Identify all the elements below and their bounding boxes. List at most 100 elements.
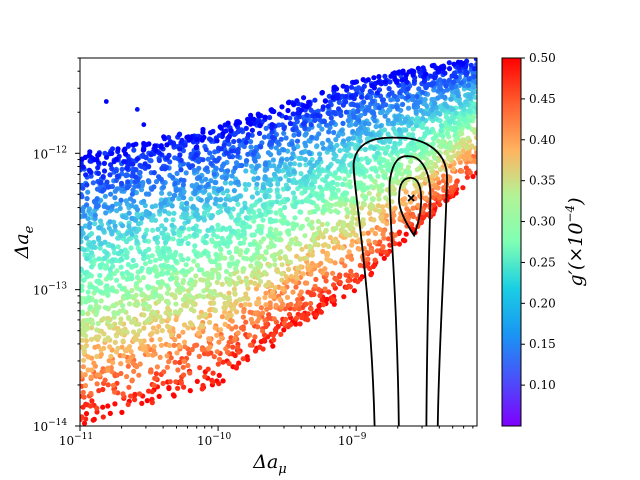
scatter-point [96,256,102,262]
scatter-point [224,188,230,194]
scatter-point [149,204,155,210]
scatter-point [120,303,126,309]
scatter-point [241,255,247,261]
scatter-point [467,118,473,124]
scatter-point [302,188,308,195]
scatter-point [331,109,337,116]
scatter-point [456,156,462,162]
scatter-point [312,208,318,215]
scatter-point [187,388,193,394]
scatter-point [336,106,342,112]
scatter-point [287,259,294,265]
scatter-point [84,202,90,208]
scatter-point [193,273,199,279]
scatter-point [392,190,398,197]
scatter-point [214,279,220,285]
scatter-point [174,350,180,356]
scatter-point [204,280,210,286]
scatter-point [146,210,153,217]
scatter-point [269,201,275,207]
scatter-point [252,266,258,272]
scatter-point [293,284,299,290]
scatter-point [94,327,100,333]
scatter-point [86,295,92,301]
scatter-point [331,156,337,162]
scatter-point [308,193,314,199]
scatter-point [121,353,127,359]
scatter-point [397,90,403,96]
scatter-point [369,196,375,202]
scatter-point [83,235,90,241]
scatter-point [194,137,200,143]
scatter-point [229,256,235,262]
scatter-point [117,283,123,289]
scatter-point [190,225,197,232]
scatter-point [461,154,467,160]
scatter-point [403,127,409,133]
scatter-point [243,168,249,174]
scatter-point [209,225,215,231]
scatter-point [129,276,135,282]
scatter-point [314,159,320,165]
scatter-point [297,162,303,168]
scatter-point [312,283,318,289]
scatter-point [80,239,84,245]
scatter-point [216,262,222,268]
scatter-point [102,377,108,383]
scatter-point [136,391,143,397]
scatter-point [107,219,113,225]
scatter-point [89,284,95,290]
scatter-point [135,301,141,307]
scatter-point [222,202,228,208]
scatter-point [217,208,224,214]
scatter-point [376,208,382,214]
scatter-point [220,190,226,196]
scatter-point [281,130,287,136]
scatter-point [89,398,95,404]
scatter-point [166,316,172,322]
scatter-point [105,335,111,341]
scatter-point [275,181,281,187]
scatter-point [394,179,400,185]
scatter-point [413,123,420,129]
scatter-point [141,312,147,318]
scatter-point [257,197,263,203]
scatter-point [391,212,397,218]
scatter-point [374,248,380,254]
scatter-point [247,224,253,230]
scatter-point [181,322,188,328]
scatter-point [156,157,162,164]
scatter-point [352,198,358,204]
scatter-point [270,253,276,259]
scatter-point [377,226,383,232]
scatter-point [232,335,238,342]
scatter-point [141,140,147,147]
colorbar-tick-label: 0.40 [529,133,556,147]
scatter-point [226,360,232,367]
scatter-point [80,185,86,191]
scatter-point [196,175,203,181]
scatter-point [248,263,254,269]
scatter-point [428,82,435,88]
scatter-point [353,91,359,98]
colorbar-label: g′(×10−4) [563,197,587,286]
scatter-point [375,79,381,85]
scatter-point [113,333,120,339]
scatter-point [289,141,295,147]
scatter-point [201,217,207,223]
scatter-point [314,203,320,209]
scatter-point [379,182,385,188]
scatter-point [288,273,295,280]
scatter-point [345,210,351,216]
scatter-point [283,114,289,121]
scatter-point [139,400,145,406]
scatter-point [124,239,130,245]
scatter-point [261,269,268,275]
scatter-point [190,302,197,308]
scatter-point [214,332,220,338]
scatter-point [302,140,308,146]
scatter-point [411,102,417,108]
scatter-point [293,241,299,247]
scatter-point [308,271,314,277]
scatter-point [133,167,139,173]
